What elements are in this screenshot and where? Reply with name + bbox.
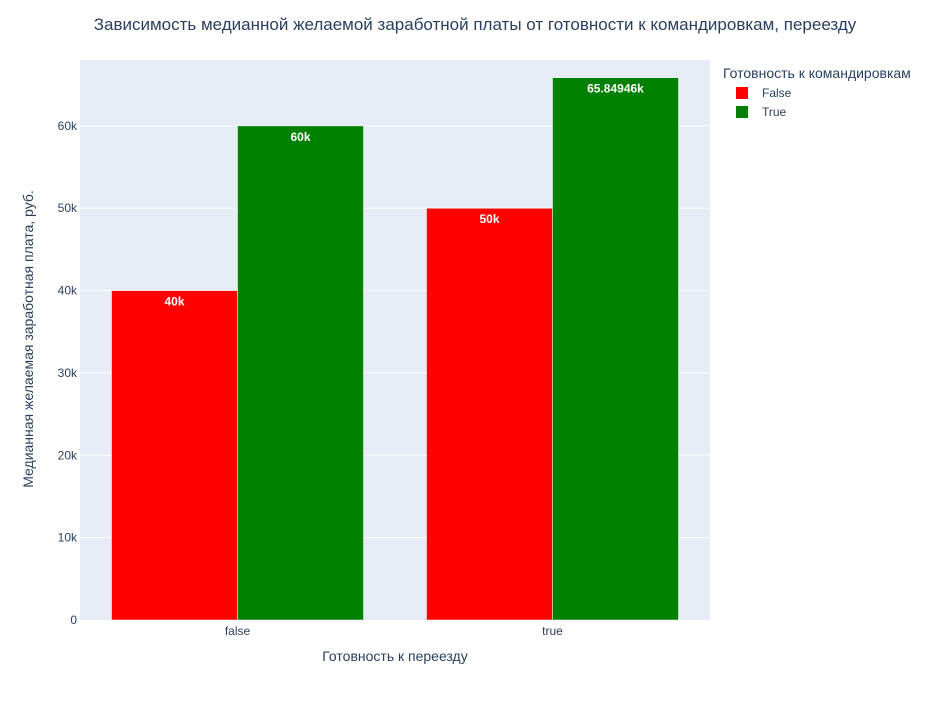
legend-item-false[interactable]: False — [736, 86, 792, 100]
bars: 40k 60k 50k 65.84946k — [111, 77, 679, 621]
x-axis-ticks: false true — [225, 624, 563, 638]
y-tick-label: 30k — [58, 366, 78, 380]
legend[interactable]: Готовность к командировкам False True — [723, 65, 911, 119]
bar-true-false[interactable] — [237, 125, 364, 621]
bar-false-true[interactable] — [426, 207, 553, 621]
bar-false-false[interactable] — [111, 290, 238, 621]
y-tick-label: 40k — [58, 284, 78, 298]
bar-data-label: 40k — [164, 295, 184, 309]
legend-label: False — [762, 86, 792, 100]
x-axis-title: Готовность к переезду — [322, 648, 467, 664]
y-tick-label: 60k — [58, 119, 78, 133]
x-tick-label: true — [542, 624, 563, 638]
y-tick-label: 20k — [58, 448, 78, 462]
bar-true-true[interactable] — [552, 77, 679, 621]
chart-title: Зависимость медианной желаемой заработно… — [94, 15, 857, 34]
legend-item-true[interactable]: True — [736, 105, 787, 119]
y-tick-label: 10k — [58, 531, 78, 545]
y-axis-ticks: 0 10k 20k 30k 40k 50k 60k — [58, 119, 78, 627]
y-tick-label: 50k — [58, 201, 78, 215]
bar-data-label: 60k — [290, 130, 310, 144]
legend-swatch — [736, 106, 748, 118]
legend-swatch — [736, 87, 748, 99]
legend-items[interactable]: False True — [736, 86, 792, 119]
y-axis-title: Медианная желаемая заработная плата, руб… — [20, 190, 36, 488]
x-tick-label: false — [225, 624, 251, 638]
legend-label: True — [762, 105, 787, 119]
bar-data-label: 65.84946k — [587, 82, 644, 96]
bar-data-label: 50k — [479, 212, 499, 226]
y-tick-label: 0 — [70, 613, 77, 627]
legend-title: Готовность к командировкам — [723, 65, 911, 81]
